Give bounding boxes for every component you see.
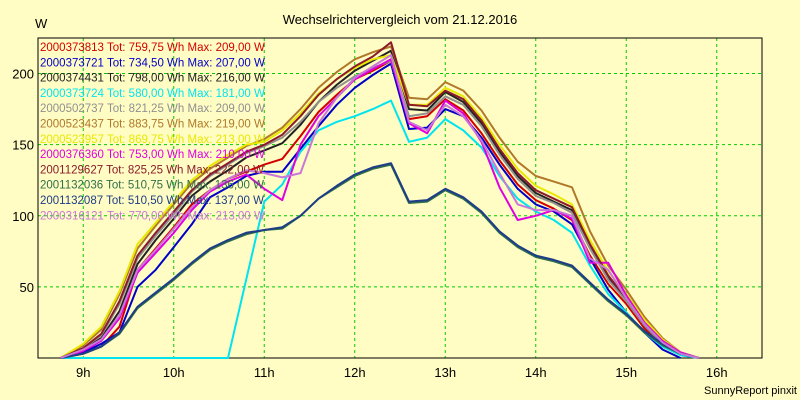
- y-tick-label: 150: [12, 138, 34, 153]
- plot-frame: [37, 37, 763, 359]
- x-tick-label: 9h: [76, 365, 90, 380]
- y-tick-label: 50: [20, 280, 34, 295]
- chart-title: Wechselrichtervergleich vom 21.12.2016: [283, 12, 518, 27]
- legend-entry-2001132087: 2001132087 Tot: 510,50 Wh Max: 137,00 W: [40, 195, 264, 207]
- legend-entry-2000316121: 2000316121 Tot: 770,00 Wh Max: 213,00 W: [40, 210, 265, 222]
- x-tick-label: 10h: [163, 365, 185, 380]
- legend-entry-2000523437: 2000523437 Tot: 883,75 Wh Max: 219,00 W: [40, 119, 265, 131]
- legend-entry-2001132036: 2001132036 Tot: 510,75 Wh Max: 136,00 W: [40, 180, 264, 192]
- series-line-2001132036: [60, 163, 699, 359]
- axes: 9h 10h 11h 12h 13h 14h 15h 16h 50 100 150 200: [12, 37, 763, 380]
- y-tick-label: 200: [12, 67, 34, 82]
- series-line-2000316121: [60, 54, 699, 359]
- legend-entry-2000374431: 2000374431 Tot: 798,00 Wh Max: 216,00 W: [40, 73, 265, 85]
- legend-entry-2001129627: 2001129627 Tot: 825,25 Wh Max: 222,00 W: [40, 164, 264, 176]
- series-line-2000376360: [60, 58, 699, 359]
- x-tick-label: 14h: [525, 365, 547, 380]
- x-tick-label: 11h: [254, 365, 275, 380]
- x-tick-label: 16h: [706, 365, 728, 380]
- footer-credit: SunnyReport pinxit: [704, 385, 797, 397]
- x-tick-label: 15h: [615, 365, 637, 380]
- legend-entry-2000523957: 2000523957 Tot: 869,75 Wh Max: 213,00 W: [40, 134, 265, 146]
- legend-entry-2000373813: 2000373813 Tot: 759,75 Wh Max: 209,00 W: [40, 42, 265, 54]
- y-axis-unit-label: W: [35, 16, 48, 31]
- legend-entry-2000373724: 2000373724 Tot: 580,00 Wh Max: 181,00 W: [40, 88, 265, 100]
- series-line-2001132087: [60, 162, 699, 359]
- series-line-2000523957: [60, 54, 699, 359]
- x-tick-label: 13h: [434, 365, 456, 380]
- legend-entry-2000376360: 2000376360 Tot: 753,00 Wh Max: 210,00 W: [40, 149, 265, 161]
- series-line-2000373724: [60, 99, 699, 359]
- legend-entry-2000373721: 2000373721 Tot: 734,50 Wh Max: 207,00 W: [40, 57, 265, 69]
- legend-entry-2000502737: 2000502737 Tot: 821,25 Wh Max: 209,00 W: [40, 103, 265, 115]
- series-lines: [60, 41, 699, 359]
- legend: 2000373813 Tot: 759,75 Wh Max: 209,00 W 2…: [40, 42, 265, 222]
- x-tick-label: 12h: [344, 365, 366, 380]
- y-tick-label: 100: [12, 209, 34, 224]
- series-line-2001129627: [60, 41, 699, 359]
